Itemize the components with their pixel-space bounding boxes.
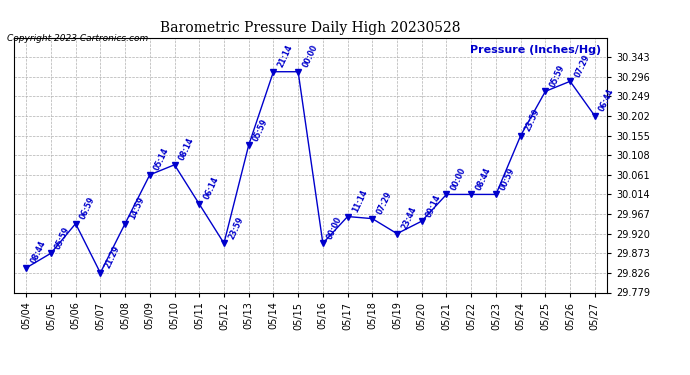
Text: 00:00: 00:00 xyxy=(449,166,468,192)
Text: 06:59: 06:59 xyxy=(79,195,97,221)
Text: 23:59: 23:59 xyxy=(227,215,245,240)
Title: Barometric Pressure Daily High 20230528: Barometric Pressure Daily High 20230528 xyxy=(160,21,461,35)
Text: 05:59: 05:59 xyxy=(54,225,72,251)
Text: 08:14: 08:14 xyxy=(177,136,196,162)
Text: 23:59: 23:59 xyxy=(524,107,542,133)
Text: 00:00: 00:00 xyxy=(326,215,344,240)
Text: 09:14: 09:14 xyxy=(424,193,443,218)
Text: 00:00: 00:00 xyxy=(301,43,319,69)
Text: 05:59: 05:59 xyxy=(251,117,270,142)
Text: Pressure (Inches/Hg): Pressure (Inches/Hg) xyxy=(470,45,601,55)
Text: 21:14: 21:14 xyxy=(276,43,295,69)
Text: 06:14: 06:14 xyxy=(202,176,220,201)
Text: 07:29: 07:29 xyxy=(375,190,393,216)
Text: 14:59: 14:59 xyxy=(128,195,146,221)
Text: 08:44: 08:44 xyxy=(474,166,493,192)
Text: Copyright 2023 Cartronics.com: Copyright 2023 Cartronics.com xyxy=(7,34,148,43)
Text: 05:14: 05:14 xyxy=(152,147,171,172)
Text: 05:59: 05:59 xyxy=(548,63,566,88)
Text: 06:44: 06:44 xyxy=(598,87,616,113)
Text: 21:29: 21:29 xyxy=(103,244,121,270)
Text: 07:29: 07:29 xyxy=(573,53,591,78)
Text: 00:59: 00:59 xyxy=(499,166,517,192)
Text: 08:44: 08:44 xyxy=(29,239,48,265)
Text: 11:14: 11:14 xyxy=(351,188,368,214)
Text: 23:44: 23:44 xyxy=(400,205,418,231)
